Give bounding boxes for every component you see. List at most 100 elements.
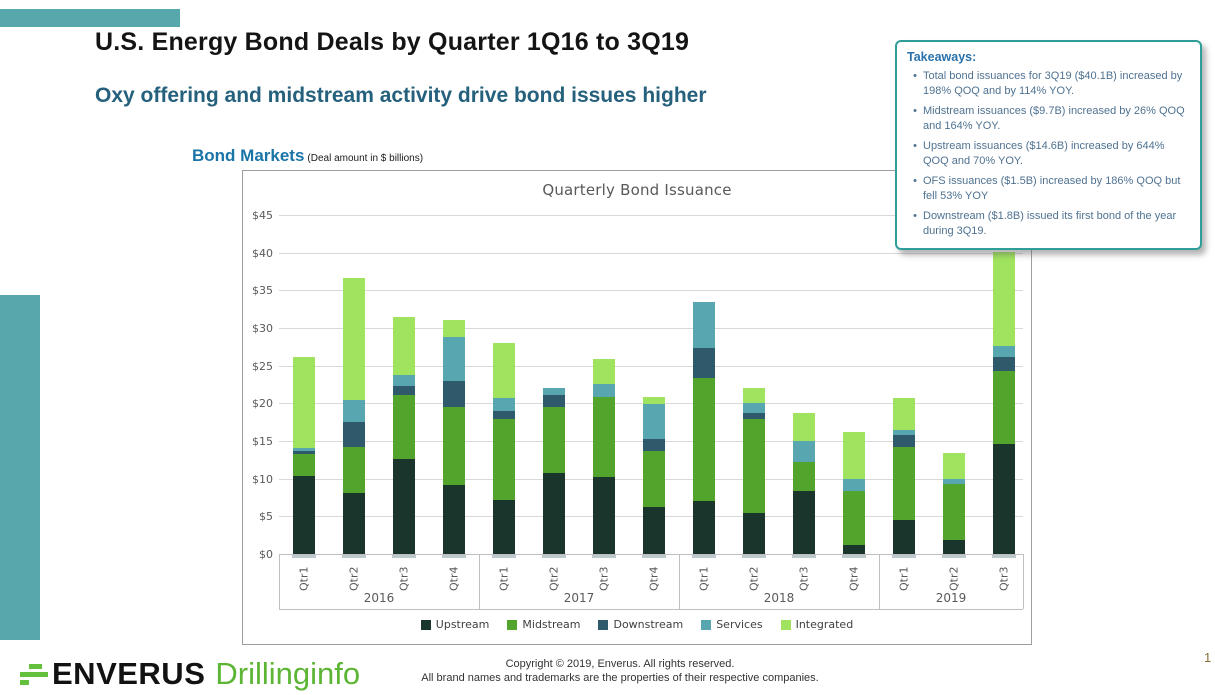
bar-segment-upstream <box>293 475 315 554</box>
takeaways-list: • Total bond issuances for 3Q19 ($40.1B) … <box>907 69 1190 238</box>
year-separator <box>1023 554 1024 609</box>
takeaway-bullet: • Total bond issuances for 3Q19 ($40.1B) … <box>907 69 1190 98</box>
legend-item-services: Services <box>701 618 763 631</box>
takeaways-heading: Takeaways: <box>907 50 977 64</box>
x-axis-quarter-label: Qtr1 <box>697 566 711 592</box>
y-axis-tick: $40 <box>252 246 273 260</box>
x-axis-quarter-label: Qtr1 <box>297 566 311 592</box>
enverus-logo: ENVERUS Drillinginfo <box>20 656 360 692</box>
y-axis-tick: $45 <box>252 209 273 222</box>
x-axis-quarter-label: Qtr3 <box>597 566 611 592</box>
bar-shadow <box>742 555 766 558</box>
bar-shadow <box>342 555 366 558</box>
bar-segment-integrated <box>443 319 465 338</box>
y-axis-tick: $10 <box>252 472 273 486</box>
bullet-icon: • <box>913 70 917 82</box>
copyright-line2: All brand names and trademarks are the p… <box>421 671 819 684</box>
x-axis-quarter-label: Qtr2 <box>947 566 961 592</box>
x-axis-quarter-label: Qtr2 <box>747 566 761 592</box>
bar-segment-midstream <box>893 447 915 521</box>
x-axis-year-label: 2019 <box>935 591 967 605</box>
legend-swatch-midstream <box>507 619 518 630</box>
bar-segment-midstream <box>443 407 465 486</box>
bar-segment-services <box>643 404 665 439</box>
bar-segment-integrated <box>343 278 365 401</box>
left-accent-bar <box>0 295 40 640</box>
gridline-$35 <box>279 290 1023 292</box>
bar-shadow <box>842 555 866 558</box>
legend-label: Integrated <box>795 618 854 631</box>
bar-segment-downstream <box>543 395 565 408</box>
bar-segment-services <box>793 441 815 463</box>
legend-item-upstream: Upstream <box>420 618 489 631</box>
year-separator <box>679 554 680 609</box>
bar-segment-midstream <box>343 447 365 493</box>
bar-segment-upstream <box>643 507 665 554</box>
takeaway-text: Upstream issuances ($14.6B) increased by… <box>923 140 1165 167</box>
bar-segment-midstream <box>843 491 865 545</box>
legend-swatch-downstream <box>598 619 609 630</box>
bar-segment-services <box>443 337 465 382</box>
bar-segment-services <box>593 383 615 397</box>
enverus-logo-icon <box>20 661 48 687</box>
chart-legend: Upstream Midstream Downstream Services Integ… <box>243 618 1031 631</box>
bullet-icon: • <box>913 210 917 223</box>
bar-segment-midstream <box>743 419 765 513</box>
bond-markets-label: Bond Markets (Deal amount in $ billions) <box>192 146 423 166</box>
bar-segment-integrated <box>893 398 915 430</box>
y-axis-tick: $15 <box>252 435 273 448</box>
bar-shadow <box>542 555 566 558</box>
x-axis-quarter-label: Qtr4 <box>447 566 461 592</box>
bar-segment-upstream <box>393 459 415 554</box>
bar-segment-upstream <box>793 491 815 554</box>
bar-segment-upstream <box>843 544 865 554</box>
chart-title: Quarterly Bond Issuance <box>542 181 732 199</box>
copyright-text: Copyright © 2019, Enverus. All rights re… <box>360 658 880 686</box>
bar-segment-upstream <box>543 473 565 554</box>
x-axis-year-label: 2017 <box>563 591 595 605</box>
y-axis-tick: $5 <box>259 510 273 524</box>
bar-segment-midstream <box>793 462 815 492</box>
bar-shadow <box>942 555 966 558</box>
legend-swatch-integrated <box>780 619 791 630</box>
bar-segment-upstream <box>943 540 965 554</box>
bar-segment-midstream <box>693 378 715 501</box>
legend-label: Services <box>716 618 763 631</box>
bar-segment-upstream <box>993 444 1015 554</box>
bar-segment-integrated <box>493 343 515 399</box>
bar-segment-upstream <box>893 520 915 554</box>
bar-segment-services <box>993 346 1015 358</box>
page-number: 1 <box>1204 650 1212 665</box>
bar-shadow <box>392 555 416 558</box>
y-axis-tick: $0 <box>259 548 273 561</box>
bar-segment-services <box>843 478 865 492</box>
bar-segment-integrated <box>643 396 665 405</box>
legend-swatch-upstream <box>420 619 431 630</box>
legend-item-downstream: Downstream <box>598 618 683 631</box>
legend-item-midstream: Midstream <box>507 618 580 631</box>
bar-segment-downstream <box>293 450 315 454</box>
bar-shadow <box>292 555 316 558</box>
gridline-$40 <box>279 252 1023 254</box>
bar-segment-midstream <box>493 419 515 500</box>
x-axis-year-label: 2018 <box>763 591 795 605</box>
x-axis-quarter-label: Qtr2 <box>547 566 561 592</box>
deal-amount-note: (Deal amount in $ billions) <box>307 153 424 164</box>
bullet-icon: • <box>913 175 917 188</box>
bar-segment-midstream <box>593 396 615 478</box>
x-axis-quarter-label: Qtr3 <box>997 566 1011 592</box>
y-axis-tick: $30 <box>252 322 273 335</box>
page-title: U.S. Energy Bond Deals by Quarter 1Q16 t… <box>95 28 690 56</box>
bar-segment-integrated <box>993 251 1015 347</box>
bar-segment-midstream <box>993 370 1015 444</box>
logo-drillinginfo-text: Drillinginfo <box>215 656 361 691</box>
top-accent-bar <box>0 9 180 27</box>
bar-segment-downstream <box>743 413 765 420</box>
bar-shadow <box>692 555 716 558</box>
bar-segment-integrated <box>593 358 615 384</box>
takeaway-bullet: • Upstream issuances ($14.6B) increased b… <box>907 139 1190 168</box>
bar-segment-midstream <box>643 450 665 508</box>
x-axis-quarter-label: Qtr1 <box>897 566 911 592</box>
bar-segment-services <box>543 388 565 396</box>
